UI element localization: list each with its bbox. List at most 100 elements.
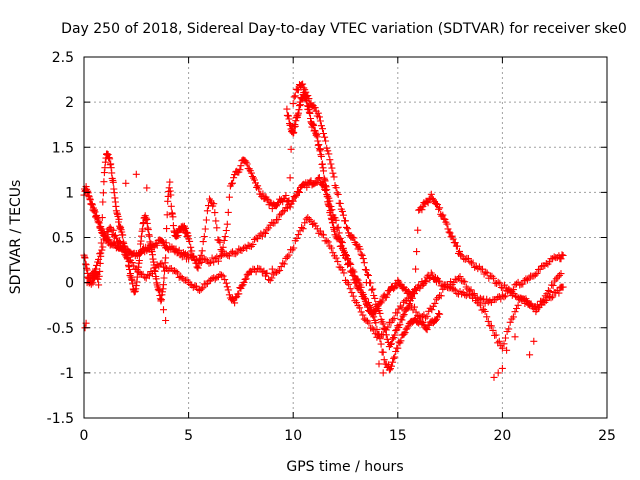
point-track-c [228, 180, 235, 188]
point-outliers [160, 306, 167, 314]
point-track-b [327, 244, 335, 252]
point-track-a [313, 178, 321, 186]
point-track-c [200, 233, 208, 241]
point-track-c [122, 249, 130, 257]
point-track-c [101, 158, 109, 166]
point-track-c [457, 251, 465, 259]
point-track-b [224, 286, 232, 294]
point-track-c [381, 326, 389, 334]
point-track-b [461, 278, 469, 286]
point-track-b [258, 268, 266, 276]
point-track-c [98, 225, 106, 233]
point-track-c [398, 316, 406, 324]
point-outliers [503, 346, 511, 354]
point-track-a [95, 218, 103, 226]
point-track-c [336, 200, 344, 207]
x-tick-label: 0 [80, 428, 89, 444]
point-track-b [506, 318, 514, 326]
point-track-c [255, 185, 263, 193]
point-track-c [413, 248, 421, 256]
point-track-a [451, 286, 459, 294]
point-track-c [316, 117, 324, 125]
point-track-c [407, 293, 415, 301]
point-outliers [379, 369, 387, 377]
x-axis-title: GPS time / hours [286, 459, 403, 475]
point-track-c [339, 211, 347, 219]
point-track-c [119, 231, 127, 239]
point-track-c [321, 133, 329, 141]
point-track-a [271, 219, 279, 227]
point-track-b [494, 339, 502, 347]
point-track-b [356, 304, 364, 312]
point-track-b [411, 303, 418, 311]
point-track-c [333, 189, 341, 197]
point-track-a [214, 257, 222, 265]
point-track-c [319, 125, 326, 133]
point-track-b [290, 244, 298, 252]
point-track-b [511, 308, 519, 316]
point-track-a [421, 277, 429, 285]
point-track-c [254, 182, 262, 190]
point-track-b [437, 292, 445, 300]
point-track-b [240, 278, 248, 286]
point-track-a [225, 252, 233, 260]
point-track-c [328, 164, 336, 172]
point-outliers [132, 170, 140, 178]
point-track-a [394, 276, 402, 284]
point-track-c [324, 147, 332, 155]
point-track-b [299, 225, 307, 233]
point-track-c [342, 217, 349, 225]
point-track-c [516, 294, 524, 302]
point-track-d [389, 358, 397, 366]
point-track-a [153, 241, 161, 249]
point-track-c [546, 288, 554, 296]
point-track-c [166, 178, 174, 186]
point-outliers [262, 270, 270, 278]
point-track-c [222, 227, 230, 234]
point-track-a [481, 299, 489, 307]
point-track-b [357, 308, 365, 316]
point-track-d [360, 294, 368, 302]
point-track-b [334, 258, 342, 266]
point-track-c [216, 238, 224, 246]
point-track-d [435, 310, 443, 317]
point-track-b [222, 279, 230, 287]
point-track-c [195, 260, 203, 268]
point-track-c [95, 281, 103, 289]
point-track-a [185, 255, 193, 263]
x-tick-label: 5 [184, 428, 193, 444]
point-track-d [394, 344, 402, 352]
point-outliers [339, 252, 347, 259]
point-track-d [373, 325, 381, 333]
point-track-c [380, 325, 388, 333]
point-track-d [283, 105, 291, 113]
point-track-b [280, 260, 288, 268]
point-track-c [142, 214, 150, 222]
point-track-b [469, 291, 477, 299]
point-track-c [124, 254, 132, 261]
point-track-c [443, 220, 451, 228]
point-track-c [97, 239, 105, 247]
point-track-a [254, 235, 262, 243]
point-track-b [476, 301, 484, 309]
point-track-c [392, 327, 400, 335]
y-tick-label: 0.5 [52, 231, 74, 247]
point-track-c [160, 281, 167, 289]
point-outliers [530, 337, 538, 345]
point-track-b [218, 271, 225, 279]
point-track-a [422, 278, 430, 286]
point-track-c [203, 207, 211, 215]
point-track-b [431, 299, 439, 307]
point-track-b [555, 289, 563, 297]
point-track-b [241, 275, 249, 283]
x-tick-label: 10 [284, 428, 302, 444]
x-tick-label: 20 [493, 428, 511, 444]
point-track-b [456, 273, 464, 281]
point-track-a [533, 270, 541, 277]
point-track-b [422, 314, 429, 322]
point-track-d [401, 329, 409, 337]
point-track-c [218, 247, 226, 255]
point-track-c [325, 150, 333, 158]
point-track-c [242, 158, 250, 166]
point-track-c [404, 303, 412, 311]
